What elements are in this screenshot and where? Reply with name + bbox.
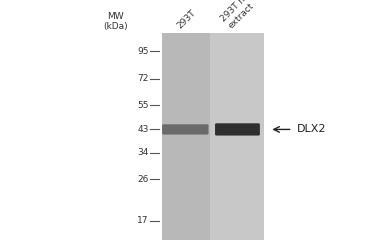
Text: MW: MW	[107, 12, 124, 21]
Text: 293T nuclear
extract: 293T nuclear extract	[219, 0, 275, 30]
Text: 95: 95	[137, 47, 149, 56]
Text: 43: 43	[137, 125, 149, 134]
Text: (kDa): (kDa)	[103, 22, 128, 31]
Text: 55: 55	[137, 101, 149, 110]
Text: 17: 17	[137, 216, 149, 225]
Text: 26: 26	[137, 174, 149, 184]
Text: 72: 72	[137, 74, 149, 83]
Text: DLX2: DLX2	[296, 124, 326, 134]
Text: 293T: 293T	[176, 8, 198, 30]
Text: 34: 34	[137, 148, 149, 157]
